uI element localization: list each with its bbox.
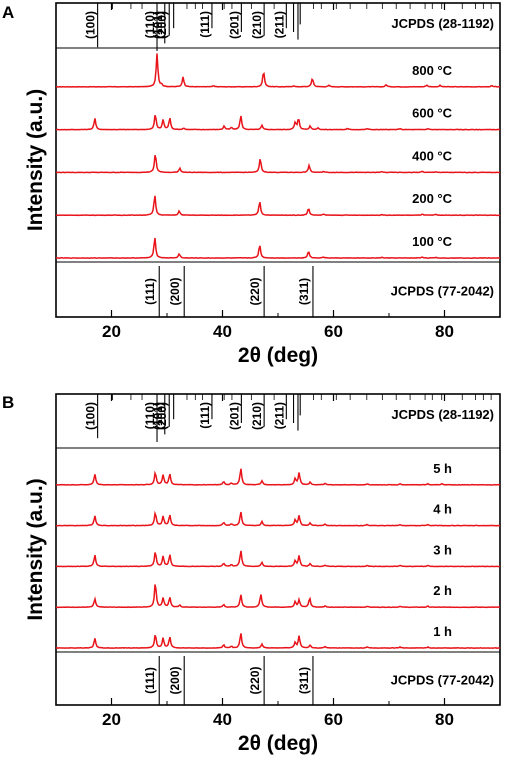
panel-a-chart: (100) (110)(101)(200) (111) (201) (210) (211)…: [24, 2, 501, 367]
panel-a-letter: A: [2, 3, 14, 22]
reference-top-hkl-label: (210): [250, 402, 264, 430]
series-line: [55, 468, 501, 486]
reference-top-hkl-label: (200): [155, 11, 169, 39]
series-line: [55, 584, 501, 609]
reference-top-hkl-label: (211): [272, 402, 286, 429]
reference-bottom-hkl-label: (111): [143, 278, 157, 305]
reference-top-hkl-label: (101): [151, 402, 165, 430]
y-axis-label: Intensity (a.u.): [24, 478, 47, 620]
series-label: 2 h: [433, 583, 452, 598]
reference-top-hkl-label: (200): [155, 402, 169, 430]
series-line: [55, 114, 500, 131]
x-axis-label: 2θ (deg): [238, 732, 318, 755]
reference-bottom-title: JCPDS (77-2042): [391, 673, 494, 688]
reference-top-hkl-label: (100): [84, 402, 98, 430]
series-line: [55, 195, 501, 217]
reference-top-hkl-label: (110): [143, 402, 157, 429]
series-label: 600 °C: [412, 106, 453, 121]
reference-top-hkl-label: (110): [143, 11, 157, 38]
x-tick-label: 60: [324, 322, 343, 341]
reference-bottom-hkl-label: (200): [168, 666, 182, 694]
reference-top-title: JCPDS (28-1192): [391, 407, 494, 422]
series-label: 100 °C: [412, 234, 453, 249]
reference-bottom-hkl-label: (311): [297, 667, 311, 694]
reference-top-title: JCPDS (28-1192): [391, 16, 494, 31]
series-label: 200 °C: [412, 191, 453, 206]
reference-bottom-title: JCPDS (77-2042): [391, 284, 494, 299]
series-label: 800 °C: [412, 63, 453, 78]
reference-top-hkl-label: (111): [198, 11, 212, 38]
reference-top-hkl-label: (201): [227, 11, 241, 39]
reference-bottom-hkl-label: (220): [248, 277, 262, 305]
x-tick-label: 40: [213, 322, 232, 341]
x-tick-label: 40: [213, 710, 232, 729]
reference-top-hkl-label: (100): [84, 11, 98, 39]
series-line: [55, 237, 501, 259]
series-line: [55, 53, 500, 88]
series-label: 3 h: [433, 542, 452, 557]
series-label: 5 h: [433, 461, 452, 476]
x-tick-label: 80: [435, 322, 454, 341]
series-label: 4 h: [433, 502, 452, 517]
panel-b-chart: (100) (110)(101)(200) (111) (201) (210) (211)…: [24, 393, 501, 755]
reference-bottom-hkl-label: (111): [143, 667, 157, 694]
series-label: 1 h: [433, 624, 452, 639]
reference-top-hkl-label: (211): [272, 11, 286, 38]
x-tick-label: 60: [324, 710, 343, 729]
x-tick-label: 20: [102, 322, 121, 341]
y-axis-label: Intensity (a.u.): [24, 89, 47, 231]
series-line: [55, 633, 501, 649]
x-tick-label: 80: [435, 710, 454, 729]
series-line: [55, 154, 501, 174]
reference-top-hkl-label: (201): [227, 402, 241, 430]
reference-top-hkl-label: (210): [250, 11, 264, 39]
series-line: [55, 510, 501, 527]
reference-bottom-hkl-label: (311): [297, 278, 311, 305]
reference-bottom-hkl-label: (200): [168, 277, 182, 305]
x-axis-label: 2θ (deg): [238, 344, 318, 367]
series-line: [55, 550, 501, 568]
reference-bottom-hkl-label: (220): [248, 666, 262, 694]
panel-b-letter: B: [2, 393, 14, 412]
reference-top-hkl-label: (101): [151, 11, 165, 39]
reference-top-hkl-label: (111): [198, 402, 212, 429]
x-tick-label: 20: [102, 710, 121, 729]
series-label: 400 °C: [412, 148, 453, 163]
